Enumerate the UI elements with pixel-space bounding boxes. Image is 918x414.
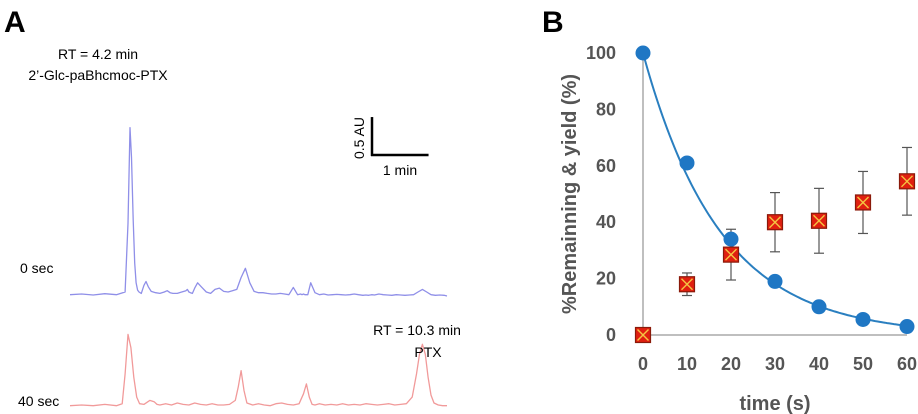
remaining-point	[811, 299, 827, 315]
annotation-rt-glc-ptx: RT = 4.2 min	[58, 46, 138, 62]
trace-label-0sec: 0 sec	[20, 260, 53, 276]
x-tick-label: 0	[638, 354, 648, 374]
trace-label-40sec: 40 sec	[18, 393, 59, 409]
yield-points	[634, 173, 916, 344]
y-tick-labels: 0 20 40 60 80 100	[586, 43, 616, 345]
x-axis-title: time (s)	[739, 393, 810, 414]
y-tick-label: 20	[596, 269, 616, 289]
yield-error-bars	[682, 146, 912, 297]
x-tick-label: 20	[721, 354, 741, 374]
annotation-rt-ptx: RT = 10.3 min	[373, 322, 461, 338]
remaining-point	[767, 273, 783, 289]
trace-40sec-line	[69, 333, 447, 407]
x-tick-label: 10	[677, 354, 697, 374]
y-tick-label: 60	[596, 156, 616, 176]
panel-a-letter: A	[4, 6, 26, 39]
y-tick-label: 40	[596, 212, 616, 232]
yield-point	[810, 212, 828, 229]
scale-bar-y-label: 0.5 AU	[351, 117, 367, 159]
panel-b-plot: 0 20 40 60 80 100 0 10 20 30 40 50 60 time (s) %Rem…	[559, 43, 917, 414]
remaining-point	[723, 231, 739, 247]
y-tick-label: 0	[606, 325, 616, 345]
scale-bar: 0.5 AU 1 min	[351, 117, 429, 178]
yield-point	[854, 194, 872, 211]
x-tick-label: 60	[897, 354, 917, 374]
yield-point	[634, 326, 652, 344]
remaining-point	[679, 155, 695, 171]
x-tick-label: 40	[809, 354, 829, 374]
x-tick-label: 30	[765, 354, 785, 374]
remaining-points	[635, 45, 915, 335]
panel-b-letter: B	[542, 6, 564, 39]
y-tick-label: 100	[586, 43, 616, 63]
trace-0sec-line	[69, 127, 448, 297]
annotation-ptx: PTX	[414, 344, 442, 360]
x-tick-labels: 0 10 20 30 40 50 60	[638, 354, 917, 374]
scale-bar-x-label: 1 min	[383, 162, 417, 178]
y-axis-title: %Remainning & yield (%)	[559, 74, 581, 314]
yield-point	[722, 246, 740, 263]
yield-point	[898, 173, 916, 190]
panel-a-chromatograms: 0 sec 40 sec RT = 4.2 min 2’-Glc-paBhcmo…	[18, 46, 461, 409]
remaining-point	[899, 319, 915, 335]
x-tick-label: 50	[853, 354, 873, 374]
y-tick-label: 80	[596, 99, 616, 119]
remaining-point	[635, 45, 651, 61]
annotation-glc-paBhcmoc-ptx: 2’-Glc-paBhcmoc-PTX	[28, 67, 168, 83]
remaining-point	[855, 311, 871, 327]
yield-point	[678, 276, 696, 293]
yield-point	[766, 214, 784, 231]
